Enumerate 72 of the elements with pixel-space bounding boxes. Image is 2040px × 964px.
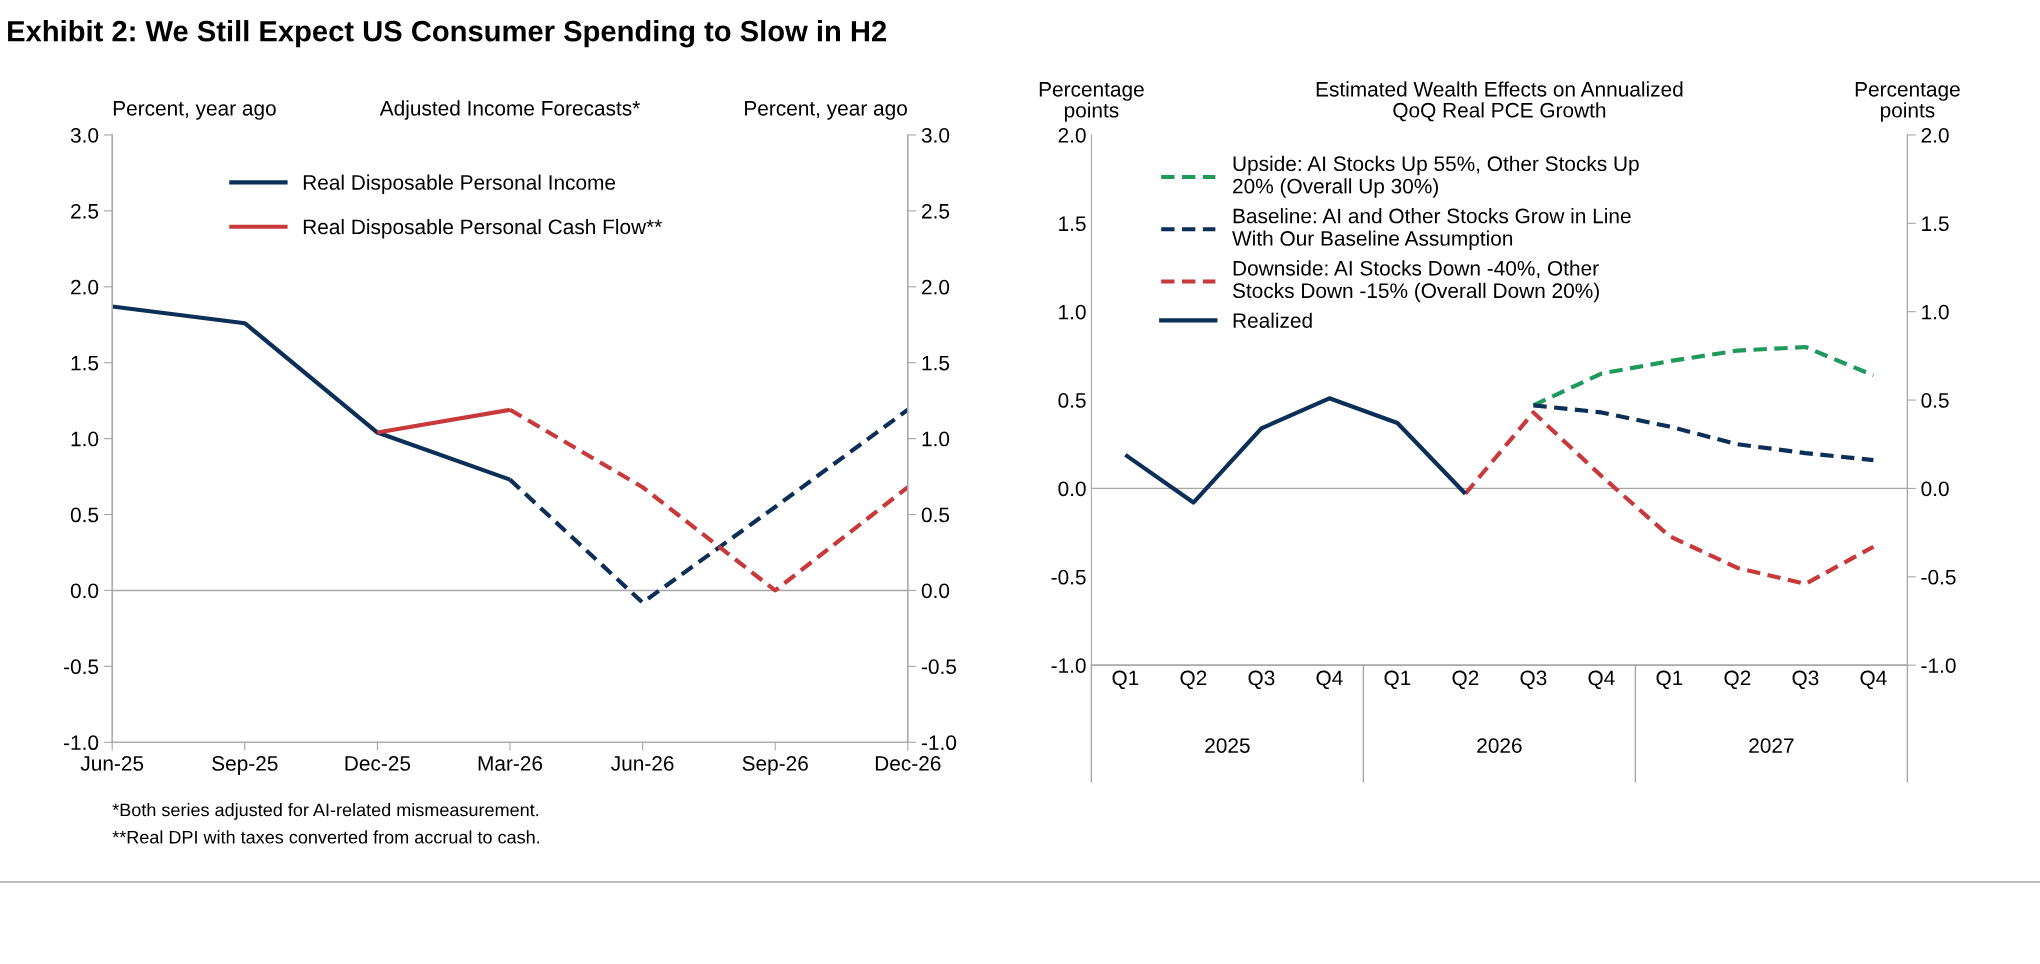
x-tick-label: Q3 bbox=[1792, 670, 1819, 690]
y2-tick-label: 2.0 bbox=[1921, 127, 1949, 143]
y2-tick-label: 0.5 bbox=[1921, 393, 1949, 408]
x-tick-label: Mar-26 bbox=[478, 756, 543, 771]
x-tick-label: Q2 bbox=[1180, 670, 1207, 690]
text: *Both series adjusted for AI-related mismeasurement. bbox=[112, 803, 539, 820]
y-tick-label: 2.0 bbox=[1058, 127, 1086, 143]
line-series bbox=[1123, 396, 1468, 505]
legend-label: Real Disposable Personal Cash Flow** bbox=[303, 218, 662, 239]
x-tick-label: Q2 bbox=[1724, 670, 1751, 690]
x-tick-label: Jun-26 bbox=[611, 756, 674, 771]
legend-label: Realized bbox=[1233, 312, 1312, 328]
y-tick-label: 3.0 bbox=[70, 127, 99, 143]
y2-tick-label: -0.5 bbox=[921, 659, 957, 675]
y2-tick-label: 1.5 bbox=[922, 355, 950, 371]
x-tick-label: Sep-25 bbox=[212, 756, 278, 775]
x-tick-label: Q1 bbox=[1112, 670, 1139, 690]
chart-title: Exhibit 2: We Still Expect US Consumer Spending to Slow in H2 bbox=[8, 20, 887, 48]
y-tick-label: 0.0 bbox=[70, 583, 99, 599]
y-tick-label: 1.5 bbox=[1059, 216, 1086, 232]
legend-label: Real Disposable Personal Income bbox=[303, 174, 616, 194]
y-tick-label: -1.0 bbox=[64, 735, 99, 751]
y2-tick-label: 1.0 bbox=[922, 431, 950, 447]
y-axis-title: Percent, year ago bbox=[113, 101, 276, 120]
x-tick-label: Q3 bbox=[1248, 670, 1275, 690]
y-tick-label: 1.5 bbox=[71, 355, 99, 371]
x-tick-label: Sep-26 bbox=[742, 756, 808, 775]
text: 2027 bbox=[1749, 738, 1794, 753]
chart-title: Estimated Wealth Effects on Annualized QoQ Real PCE Growth bbox=[1316, 81, 1683, 122]
y-tick-label: 0.5 bbox=[70, 507, 99, 523]
x-tick-label: Dec-26 bbox=[875, 756, 941, 771]
x-tick-label: Jun-25 bbox=[80, 756, 144, 771]
y2-tick-label: 3.0 bbox=[921, 127, 950, 143]
y-axis-title: Percentage points bbox=[1039, 82, 1144, 122]
y2-axis-title: Percentage points bbox=[1855, 82, 1960, 122]
line-series bbox=[1463, 410, 1876, 586]
x-tick-label: Q3 bbox=[1520, 670, 1547, 690]
legend-label: Baseline: AI and Other Stocks Grow in Line With Our Baseline Assumption bbox=[1232, 208, 1631, 250]
y2-tick-label: -1.0 bbox=[1921, 658, 1956, 673]
line-series bbox=[1531, 403, 1876, 463]
text: **Real DPI with taxes converted from accrual to cash. bbox=[112, 830, 540, 844]
y-tick-label: 0.5 bbox=[1058, 393, 1086, 408]
y2-tick-label: 0.0 bbox=[921, 583, 950, 599]
y-tick-label: -0.5 bbox=[1051, 569, 1086, 585]
y2-tick-label: 2.5 bbox=[922, 203, 950, 219]
x-tick-label: Q1 bbox=[1656, 670, 1683, 690]
legend-label: Upside: AI Stocks Up 55%, Other Stocks Up 20% (Overall Up 30%) bbox=[1233, 155, 1639, 198]
y-tick-label: 1.0 bbox=[71, 431, 99, 447]
y2-tick-label: 0.5 bbox=[921, 507, 950, 523]
y2-tick-label: 2.0 bbox=[922, 279, 950, 295]
chart-subtitle: Adjusted Income Forecasts* bbox=[379, 100, 640, 120]
legend-label: Downside: AI Stocks Down -40%, Other Stocks Down -15% (Overall Down 20%) bbox=[1232, 260, 1599, 303]
x-tick-label: Q4 bbox=[1316, 670, 1343, 690]
text: 2025 bbox=[1205, 738, 1250, 753]
x-tick-label: Q1 bbox=[1384, 670, 1411, 690]
y2-tick-label: 0.0 bbox=[1921, 481, 1949, 497]
y-tick-label: 0.0 bbox=[1058, 481, 1086, 497]
x-tick-label: Q4 bbox=[1860, 670, 1887, 690]
y2-tick-label: 1.0 bbox=[1922, 304, 1949, 320]
x-tick-label: Q4 bbox=[1588, 670, 1615, 690]
y2-tick-label: -0.5 bbox=[1921, 569, 1956, 585]
y2-tick-label: 1.5 bbox=[1922, 216, 1949, 232]
y-tick-label: -1.0 bbox=[1051, 658, 1086, 673]
x-tick-label: Q2 bbox=[1452, 670, 1479, 690]
y-tick-label: 2.0 bbox=[71, 279, 99, 295]
x-tick-label: Dec-25 bbox=[345, 756, 411, 771]
y2-tick-label: -1.0 bbox=[921, 735, 957, 751]
text: 2026 bbox=[1477, 738, 1522, 753]
y-tick-label: 2.5 bbox=[71, 203, 99, 219]
y2-axis-title: Percent, year ago bbox=[745, 101, 907, 120]
y-tick-label: -0.5 bbox=[64, 659, 99, 675]
y-tick-label: 1.0 bbox=[1059, 304, 1086, 320]
